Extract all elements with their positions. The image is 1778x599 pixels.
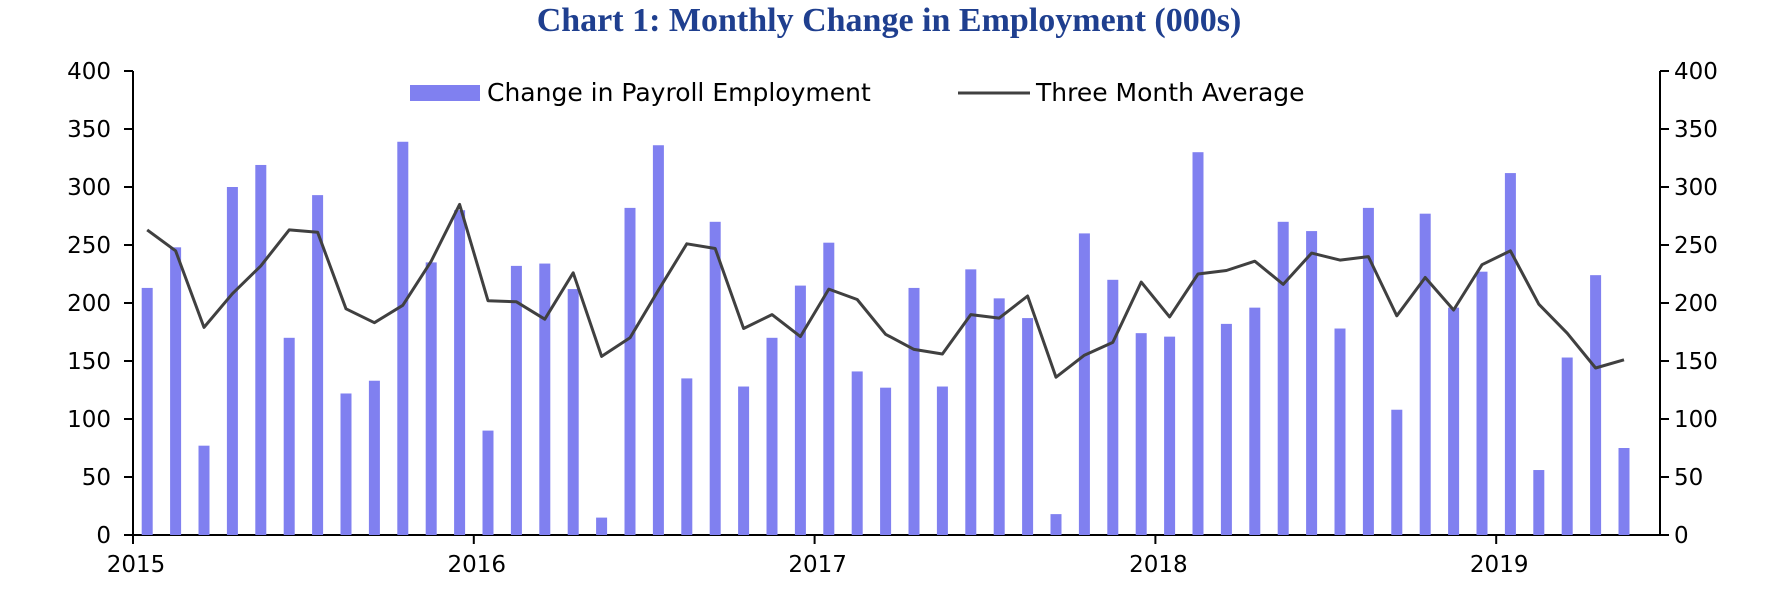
x-tick-label: 2015 — [107, 552, 166, 578]
y-tick-label-left: 0 — [96, 523, 111, 549]
bar — [1249, 307, 1261, 535]
bar — [1220, 323, 1232, 535]
legend: Change in Payroll Employment Three Month … — [410, 78, 1305, 107]
bar — [965, 269, 977, 535]
bar — [823, 242, 835, 535]
bar — [1476, 271, 1488, 535]
bar — [1135, 333, 1147, 535]
y-tick-label-left: 300 — [67, 175, 111, 201]
labels-layer: 0 50 100 150 200 250 300 350 400 0 50 100 150 200 250 3… — [67, 59, 1718, 578]
y-tick-label-right: 50 — [1674, 465, 1703, 491]
bar — [255, 164, 267, 535]
bar — [482, 430, 494, 535]
bar — [1362, 207, 1374, 535]
bar — [567, 289, 579, 535]
y-tick-label-right: 200 — [1674, 291, 1718, 317]
bar — [454, 210, 466, 535]
legend-label-line: Three Month Average — [1035, 78, 1305, 107]
y-tick-label-right: 400 — [1674, 59, 1718, 85]
three-month-average-line — [146, 202, 1625, 379]
bar — [312, 195, 324, 535]
bar — [1022, 318, 1034, 535]
bar — [1107, 279, 1119, 535]
bar — [1050, 514, 1062, 535]
bar — [738, 386, 750, 535]
bar — [1192, 152, 1204, 535]
bar — [539, 263, 551, 535]
chart-title: Chart 1: Monthly Change in Employment (0… — [536, 2, 1242, 39]
bar — [198, 445, 210, 535]
bars-layer — [141, 141, 1630, 536]
bar — [1533, 470, 1545, 535]
x-tick-label: 2019 — [1470, 552, 1529, 578]
bar — [624, 207, 636, 535]
bar — [1391, 409, 1403, 535]
y-tick-label-right: 300 — [1674, 175, 1718, 201]
x-tick-label: 2016 — [448, 552, 507, 578]
y-tick-label-right: 250 — [1674, 233, 1718, 259]
x-tick-label: 2018 — [1129, 552, 1188, 578]
bar — [1164, 336, 1176, 535]
bar — [226, 187, 238, 535]
bar — [1277, 221, 1289, 536]
bar — [283, 337, 295, 535]
x-tick-label: 2017 — [788, 552, 847, 578]
bar — [681, 378, 693, 535]
y-tick-label-left: 150 — [67, 349, 111, 375]
y-tick-label-right: 150 — [1674, 349, 1718, 375]
legend-swatch-bar — [410, 85, 480, 101]
bar — [1590, 275, 1602, 535]
y-tick-label-right: 100 — [1674, 407, 1718, 433]
bar — [1504, 173, 1516, 535]
bar — [1078, 233, 1090, 535]
y-tick-label-left: 200 — [67, 291, 111, 317]
y-tick-label-left: 350 — [67, 117, 111, 143]
bar — [141, 287, 153, 535]
bar — [1561, 357, 1573, 535]
bar — [709, 221, 721, 536]
bar — [1618, 448, 1630, 535]
bar — [1448, 307, 1460, 535]
bar — [936, 386, 948, 535]
bar — [880, 387, 892, 535]
bar — [1306, 231, 1318, 535]
bar — [851, 371, 863, 535]
legend-label-bar: Change in Payroll Employment — [487, 78, 871, 107]
bar — [397, 141, 409, 535]
bar — [170, 247, 182, 535]
line-layer — [146, 202, 1625, 379]
y-tick-label-left: 100 — [67, 407, 111, 433]
bar — [908, 287, 920, 535]
y-tick-label-left: 50 — [82, 465, 111, 491]
axes-layer — [124, 70, 1669, 544]
bar — [596, 517, 608, 535]
bar — [652, 145, 664, 536]
y-tick-label-right: 0 — [1674, 523, 1689, 549]
bar — [340, 393, 352, 535]
bar — [1334, 328, 1346, 535]
y-tick-label-left: 400 — [67, 59, 111, 85]
y-tick-label-right: 350 — [1674, 117, 1718, 143]
bar — [368, 380, 380, 535]
bar — [993, 298, 1005, 535]
bar — [766, 337, 778, 535]
bar — [510, 265, 522, 535]
y-tick-label-left: 250 — [67, 233, 111, 259]
bar — [794, 285, 806, 535]
bar — [1419, 213, 1431, 535]
bar — [425, 262, 437, 535]
